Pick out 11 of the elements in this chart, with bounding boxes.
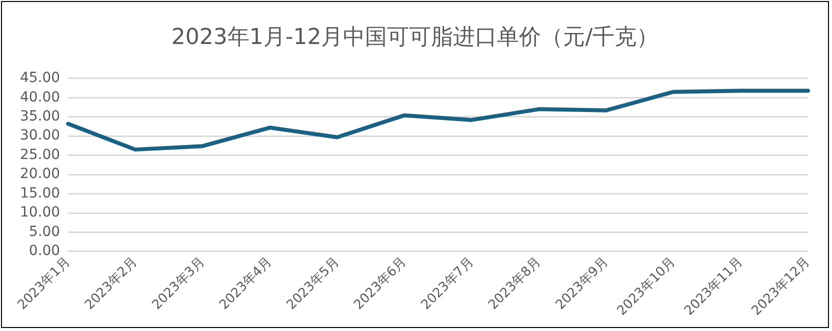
y-tick-label: 25.00 [20, 146, 60, 163]
y-tick-label: 35.00 [20, 108, 60, 125]
y-tick-label: 15.00 [20, 185, 60, 202]
chart-title: 2023年1月-12月中国可可脂进口单价（元/千克） [170, 24, 660, 52]
y-tick-label: 20.00 [20, 166, 60, 182]
y-tick-label: 5.00 [28, 224, 60, 240]
y-tick-label: 30.00 [20, 128, 60, 144]
y-tick-label: 0.00 [28, 243, 60, 260]
y-tick-label: 45.00 [20, 70, 60, 86]
y-tick-label: 10.00 [20, 204, 60, 221]
y-tick-label: 40.00 [20, 89, 60, 106]
